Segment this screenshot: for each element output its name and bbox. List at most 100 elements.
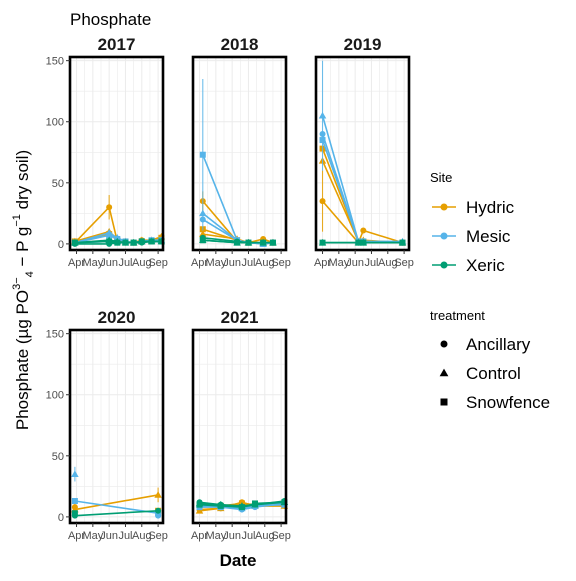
data-point: [196, 501, 203, 508]
data-point: [260, 239, 267, 246]
x-tick-label: May: [205, 530, 226, 542]
data-point: [106, 238, 113, 245]
panel-strip-label: 2017: [98, 35, 136, 54]
y-axis-title-suffix: dry soil): [13, 150, 32, 214]
data-point: [319, 137, 326, 144]
data-point: [130, 239, 137, 246]
y-tick-label: 150: [46, 329, 64, 341]
x-tick-label: Jun: [223, 530, 241, 542]
data-point: [154, 491, 162, 498]
series-line: [74, 494, 159, 511]
legend-site-key-point: [440, 203, 448, 211]
data-point: [122, 239, 129, 246]
y-axis-title-sub: 4: [24, 271, 36, 277]
legend-site-key-point: [440, 261, 448, 269]
y-tick-label: 50: [52, 178, 64, 190]
y-axis-title-prefix: Phosphate (µg PO: [13, 290, 32, 430]
x-tick-label: Aug: [255, 530, 275, 542]
x-axis-title: Date: [220, 551, 257, 570]
x-tick-label: Jun: [346, 257, 364, 269]
x-tick-label: Jul: [364, 257, 378, 269]
panel-border: [191, 55, 288, 252]
x-tick-label: Aug: [132, 530, 152, 542]
x-tick-label: May: [205, 257, 226, 269]
x-tick-label: Jun: [100, 257, 118, 269]
x-tick-label: May: [82, 530, 103, 542]
y-tick-label: 100: [46, 390, 64, 402]
series-line: [74, 509, 159, 517]
series-line: [321, 200, 403, 245]
data-point: [158, 238, 165, 245]
legend-site-title: Site: [430, 170, 452, 185]
y-axis-title-mid: − P g: [13, 227, 32, 272]
panel-border: [68, 328, 165, 525]
x-tick-label: Apr: [191, 530, 208, 542]
series-line: [202, 154, 274, 245]
legend-treatment-label: Snowfence: [466, 393, 550, 412]
chart-title: Phosphate: [70, 10, 151, 29]
x-tick-label: Sep: [148, 530, 168, 542]
data-point: [71, 470, 79, 477]
y-tick-label: 150: [46, 56, 64, 68]
legend-site-label: Hydric: [466, 198, 515, 217]
x-tick-label: Apr: [68, 257, 85, 269]
x-tick-label: Apr: [68, 530, 85, 542]
data-point: [318, 111, 327, 119]
data-point: [245, 239, 252, 246]
y-tick-label: 0: [58, 512, 64, 524]
data-point: [138, 238, 145, 245]
data-point: [399, 239, 406, 246]
legend-site-key-point: [440, 232, 448, 240]
y-tick-label: 0: [58, 239, 64, 251]
data-point: [195, 507, 204, 514]
panel-border: [191, 328, 288, 525]
panel-border: [314, 55, 411, 252]
legend-treatment-key: [440, 340, 448, 348]
legend-treatment-title: treatment: [430, 308, 485, 323]
panel-border: [68, 55, 165, 252]
x-tick-label: Jun: [223, 257, 241, 269]
x-tick-label: Jul: [118, 257, 132, 269]
data-point: [217, 502, 224, 509]
x-tick-label: Sep: [394, 257, 414, 269]
data-point: [148, 238, 155, 245]
x-tick-label: May: [328, 257, 349, 269]
data-point: [114, 239, 121, 246]
data-point: [269, 239, 276, 246]
data-point: [106, 232, 113, 239]
data-point: [106, 204, 113, 211]
x-tick-label: Sep: [148, 257, 168, 269]
panel-strip-label: 2020: [98, 308, 136, 327]
x-tick-label: Sep: [271, 530, 291, 542]
panel-strip-label: 2018: [221, 35, 259, 54]
x-tick-label: Jul: [241, 257, 255, 269]
legend-treatment-key: [440, 398, 448, 406]
legend-treatment-label: Control: [466, 364, 521, 383]
data-point: [252, 500, 258, 507]
x-tick-label: Jul: [241, 530, 255, 542]
panel-strip-label: 2021: [221, 308, 259, 327]
data-point: [71, 498, 78, 505]
legends: Site Hydric Mesic Xeric treatment Ancillary Co…: [430, 170, 550, 412]
data-point: [71, 239, 78, 246]
legend-treatment-key: [439, 368, 449, 377]
x-tick-label: Jun: [100, 530, 118, 542]
data-point: [319, 239, 326, 246]
data-point: [155, 512, 162, 519]
data-point: [281, 499, 288, 506]
legend-site-label: Xeric: [466, 256, 505, 275]
data-point: [155, 507, 162, 514]
x-tick-label: Aug: [132, 257, 152, 269]
data-point: [71, 510, 78, 517]
data-point: [355, 239, 362, 246]
data-point: [234, 239, 241, 246]
data-point: [238, 504, 245, 511]
